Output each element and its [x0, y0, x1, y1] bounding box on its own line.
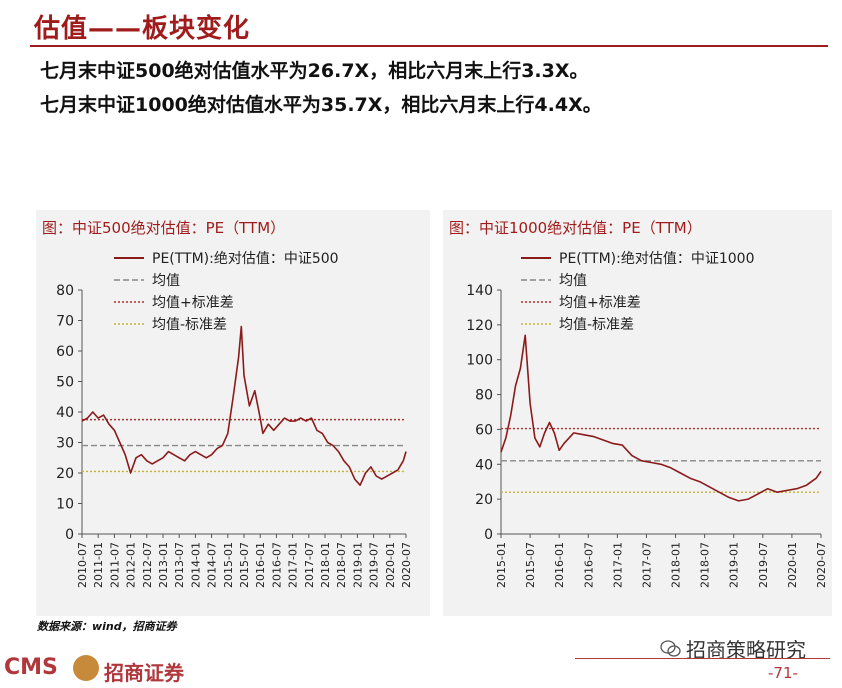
y-tick-label: 50 — [56, 375, 74, 391]
y-tick-label: 120 — [466, 318, 493, 334]
legend-pe-label: PE(TTM):绝对估值：中证1000 — [559, 251, 755, 267]
chart-csi500: 0 10 20 30 40 50 60 70 80 2010-07 2011-01 2011-07 20… — [56, 251, 413, 588]
chart-csi1000: 0 20 40 60 80 100 120 140 2015-01 2015-07 2016-01 2… — [466, 251, 828, 588]
legend-mean-plus-std-label: 均值+标准差 — [152, 295, 234, 311]
legend-pe-label: PE(TTM):绝对估值：中证500 — [152, 251, 339, 267]
x-tick-label: 2017-01 — [287, 542, 300, 588]
x-tick-label: 2014-07 — [206, 542, 219, 588]
y-tick-label: 140 — [466, 283, 493, 299]
legend-mean-label: 均值 — [559, 273, 587, 289]
x-tick-label: 2015-01 — [495, 542, 508, 588]
chart-title-csi500: 图：中证500绝对估值：PE（TTM） — [42, 219, 286, 237]
page-title: 估值——板块变化 — [34, 14, 251, 44]
wechat-icon — [660, 640, 681, 657]
x-tick-label: 2012-07 — [141, 542, 154, 588]
x-tick-label: 2020-07 — [815, 542, 828, 588]
x-tick-label: 2014-01 — [189, 542, 202, 588]
x-tick-label: 2010-07 — [76, 542, 89, 588]
x-tick-label: 2015-07 — [238, 542, 251, 588]
x-tick-label: 2020-01 — [384, 542, 397, 588]
legend-mean-minus-std-label: 均值-标准差 — [152, 317, 227, 333]
data-source: 数据来源：wind，招商证券 — [37, 620, 177, 633]
title-divider — [30, 45, 828, 47]
series-line-pe — [500, 334, 822, 502]
y-tick-label: 10 — [56, 497, 74, 513]
x-tick-label: 2016-01 — [254, 542, 267, 588]
x-tick-label: 2012-01 — [125, 542, 138, 588]
x-tick-label: 2011-07 — [108, 542, 121, 588]
summary-line-2: 七月末中证1000绝对估值水平为35.7X，相比六月末上行4.4X。 — [40, 94, 602, 116]
series-line-pe — [81, 325, 407, 487]
x-tick-label: 2015-07 — [524, 542, 537, 588]
x-tick-label: 2013-07 — [173, 542, 186, 588]
y-tick-label: 40 — [475, 457, 493, 473]
y-tick-label: 80 — [56, 283, 74, 299]
cms-logo-cn: 招商证券 — [104, 661, 184, 685]
x-tick-label: 2019-07 — [757, 542, 770, 588]
x-tick-label: 2018-01 — [670, 542, 683, 588]
cms-logo: CMS — [4, 655, 58, 680]
y-tick-label: 40 — [56, 405, 74, 421]
x-tick-label: 2020-07 — [400, 542, 413, 588]
legend-mean-label: 均值 — [152, 273, 180, 289]
chart-panel-csi1000: 图：中证1000绝对估值：PE（TTM） 0 20 40 60 80 100 120 140 2… — [443, 210, 832, 616]
x-tick-label: 2018-01 — [319, 542, 332, 588]
chart-panel-csi500: 图：中证500绝对估值：PE（TTM） 0 10 20 30 40 50 60 70 80 201… — [36, 210, 430, 616]
x-tick-label: 2015-01 — [222, 542, 235, 588]
summary-line-1: 七月末中证500绝对估值水平为26.7X，相比六月末上行3.3X。 — [40, 60, 589, 82]
x-tick-label: 2016-07 — [270, 542, 283, 588]
x-tick-label: 2019-01 — [728, 542, 741, 588]
x-tick-label: 2018-07 — [699, 542, 712, 588]
page-number: -71- — [768, 664, 798, 682]
x-tick-label: 2016-01 — [553, 542, 566, 588]
y-tick-label: 20 — [56, 466, 74, 482]
x-tick-label: 2017-07 — [640, 542, 653, 588]
y-tick-label: 0 — [484, 527, 493, 543]
y-tick-label: 60 — [56, 344, 74, 360]
cms-badge-icon — [73, 655, 99, 681]
y-tick-label: 80 — [475, 388, 493, 404]
y-tick-label: 70 — [56, 314, 74, 330]
x-tick-label: 2020-01 — [786, 542, 799, 588]
chart-title-csi1000: 图：中证1000绝对估值：PE（TTM） — [449, 219, 702, 237]
y-tick-label: 60 — [475, 422, 493, 438]
x-tick-label: 2016-07 — [582, 542, 595, 588]
x-tick-label: 2017-01 — [611, 542, 624, 588]
y-tick-label: 20 — [475, 492, 493, 508]
x-tick-label: 2017-07 — [303, 542, 316, 588]
x-tick-label: 2011-01 — [92, 542, 105, 588]
legend-mean-plus-std-label: 均值+标准差 — [559, 295, 641, 311]
x-tick-label: 2019-01 — [351, 542, 364, 588]
x-tick-label: 2018-07 — [335, 542, 348, 588]
footer-divider — [575, 658, 830, 659]
x-tick-label: 2019-07 — [368, 542, 381, 588]
legend-mean-minus-std-label: 均值-标准差 — [559, 317, 634, 333]
x-tick-label: 2013-01 — [157, 542, 170, 588]
y-tick-label: 100 — [466, 353, 493, 369]
y-tick-label: 0 — [65, 527, 74, 543]
y-tick-label: 30 — [56, 436, 74, 452]
